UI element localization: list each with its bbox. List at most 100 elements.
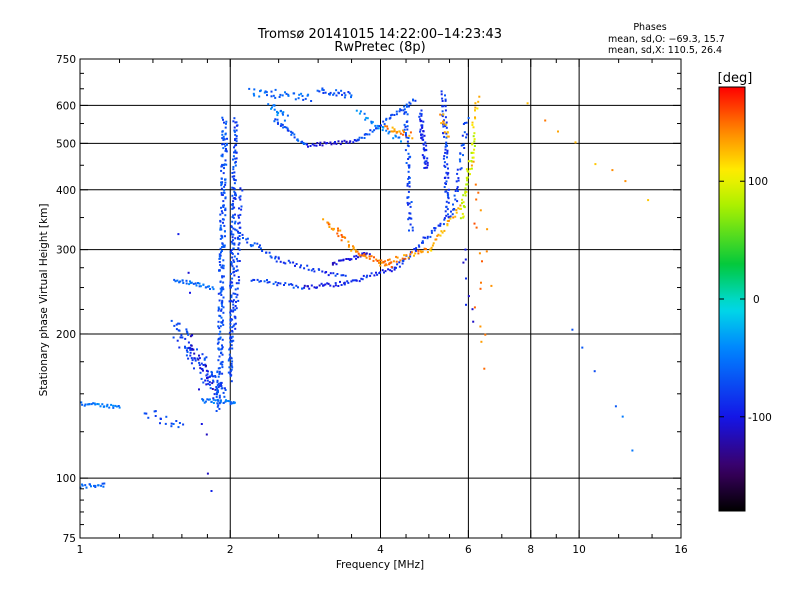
data-point	[363, 252, 366, 254]
data-point	[276, 121, 279, 124]
data-point	[333, 261, 336, 264]
data-point	[219, 337, 221, 340]
data-point	[235, 129, 238, 132]
data-point	[473, 306, 476, 309]
data-point	[411, 137, 414, 140]
data-point	[232, 158, 234, 161]
data-point	[153, 410, 156, 413]
phase-o-stats: mean, sd,O: −69.3, 15.7	[608, 34, 725, 45]
data-point	[408, 182, 411, 184]
data-point	[312, 268, 315, 270]
data-point	[189, 351, 192, 354]
data-point	[355, 254, 358, 257]
data-point	[395, 260, 398, 263]
data-point	[357, 252, 360, 255]
data-point	[344, 236, 347, 239]
data-point	[154, 415, 157, 417]
data-point	[170, 422, 173, 425]
data-point	[410, 201, 413, 203]
data-point	[362, 254, 365, 257]
data-point	[203, 401, 206, 404]
data-point	[186, 351, 189, 353]
data-point	[192, 348, 195, 351]
data-point	[571, 328, 574, 331]
data-point	[217, 359, 220, 362]
data-point	[230, 310, 233, 313]
data-point	[433, 227, 436, 229]
data-point	[303, 286, 306, 289]
data-point	[218, 384, 221, 387]
data-point	[191, 348, 194, 350]
data-point	[307, 268, 310, 271]
data-point	[221, 264, 224, 267]
data-point	[231, 194, 234, 197]
data-point	[212, 402, 215, 404]
data-point	[368, 255, 371, 258]
data-point	[389, 269, 392, 272]
data-point	[445, 171, 448, 174]
data-point	[483, 367, 486, 370]
data-point	[344, 94, 347, 97]
data-point	[424, 162, 427, 165]
data-point	[387, 132, 390, 135]
data-point	[461, 134, 464, 137]
data-point	[286, 114, 289, 117]
data-point	[234, 322, 237, 325]
data-point	[217, 325, 220, 328]
data-point	[444, 190, 447, 193]
data-point	[347, 258, 350, 260]
data-point	[223, 387, 226, 390]
data-point	[414, 99, 417, 102]
data-point	[221, 242, 224, 245]
data-point	[217, 320, 220, 323]
data-point	[217, 341, 220, 344]
data-point	[345, 140, 348, 143]
data-point	[237, 230, 239, 233]
data-point	[221, 299, 224, 302]
data-point	[405, 162, 408, 164]
data-point	[218, 269, 221, 272]
data-point	[473, 132, 476, 135]
x-tick-label: 6	[465, 544, 472, 556]
data-point	[365, 256, 368, 259]
data-point	[274, 281, 277, 284]
data-point	[327, 282, 330, 285]
data-point	[207, 398, 210, 401]
data-point	[324, 283, 327, 286]
data-point	[407, 158, 410, 160]
data-point	[100, 484, 103, 487]
data-point	[350, 280, 353, 283]
data-point	[364, 253, 367, 256]
data-point	[221, 276, 224, 279]
data-point	[406, 201, 409, 204]
data-point	[211, 286, 214, 289]
data-point	[234, 192, 237, 195]
data-point	[237, 237, 239, 240]
data-point	[204, 286, 207, 289]
data-point	[200, 368, 203, 370]
data-point	[479, 325, 482, 328]
data-point	[421, 250, 424, 253]
data-point	[407, 105, 410, 108]
data-point	[203, 357, 206, 360]
data-point	[440, 93, 443, 96]
y-tick-label: 300	[56, 245, 76, 257]
y-tick-label: 200	[56, 329, 76, 341]
data-point	[340, 274, 343, 277]
phase-heading: Phases	[633, 22, 667, 33]
data-point	[392, 137, 395, 140]
data-point	[205, 433, 208, 436]
data-point	[231, 366, 234, 369]
data-point	[318, 143, 321, 146]
data-point	[419, 118, 422, 121]
data-point	[291, 131, 294, 134]
data-point	[226, 137, 228, 140]
data-point	[219, 247, 222, 250]
data-point	[332, 285, 335, 288]
data-point	[341, 236, 344, 238]
data-point	[229, 401, 232, 404]
data-point	[443, 217, 446, 220]
data-point	[473, 138, 476, 141]
data-point	[331, 262, 334, 265]
